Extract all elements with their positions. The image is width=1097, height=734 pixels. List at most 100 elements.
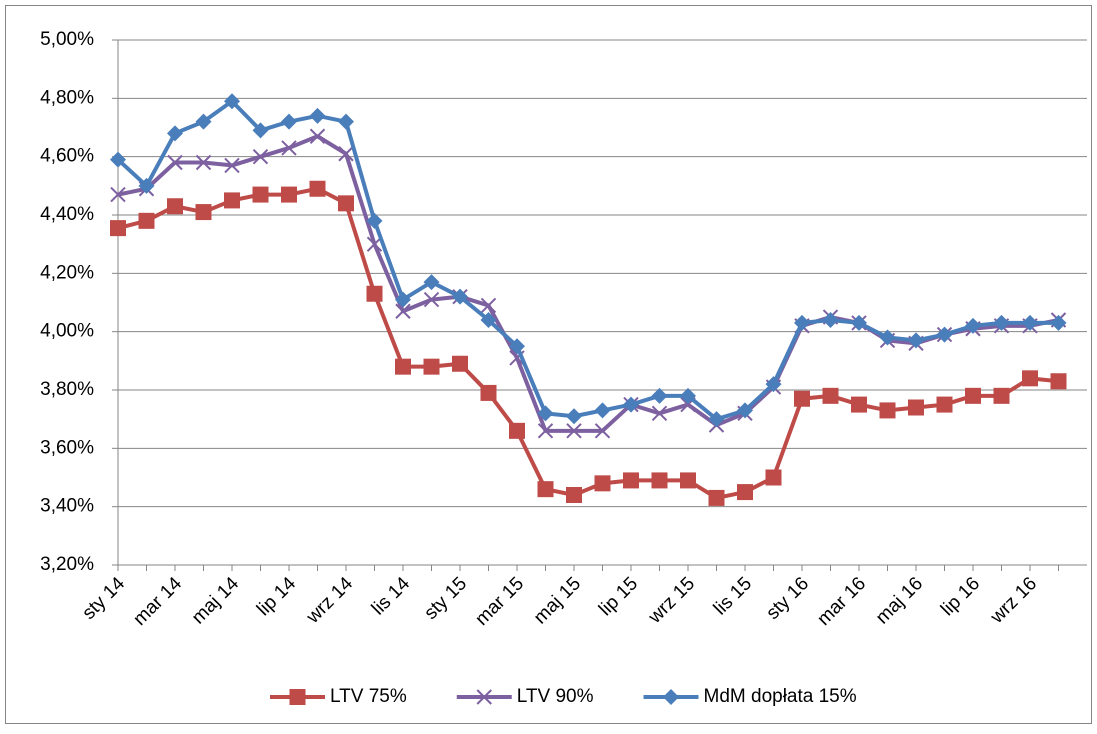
data-point xyxy=(509,422,525,439)
data-point xyxy=(993,387,1010,404)
data-point xyxy=(509,338,525,355)
data-point xyxy=(566,423,582,439)
data-point xyxy=(423,291,440,308)
data-point xyxy=(252,122,269,139)
data-point xyxy=(822,387,839,404)
data-point xyxy=(110,220,126,237)
data-point xyxy=(224,192,240,209)
data-point xyxy=(480,297,497,314)
legend-label: MdM dopłata 15% xyxy=(704,686,857,707)
data-point xyxy=(708,489,725,506)
data-point xyxy=(737,484,753,501)
data-point xyxy=(623,472,639,489)
data-point xyxy=(309,128,326,144)
data-point xyxy=(993,314,1010,331)
y-tick-label: 4,80% xyxy=(40,87,94,108)
data-point xyxy=(452,288,468,305)
data-point xyxy=(423,358,440,375)
data-point xyxy=(908,332,924,349)
data-point xyxy=(395,303,411,319)
data-point xyxy=(338,195,354,212)
data-point xyxy=(366,212,383,229)
data-point xyxy=(338,146,354,162)
data-point xyxy=(195,113,212,130)
data-point xyxy=(594,475,611,492)
y-tick-label: 4,60% xyxy=(40,146,94,167)
data-point xyxy=(480,312,497,328)
data-point xyxy=(651,387,668,404)
data-point xyxy=(395,291,411,308)
data-point xyxy=(537,423,554,439)
data-point xyxy=(594,402,611,419)
y-tick-label: 3,40% xyxy=(40,496,94,517)
legend-marker xyxy=(663,689,679,705)
data-point xyxy=(138,177,155,194)
y-tick-label: 4,40% xyxy=(40,204,94,225)
data-point xyxy=(281,140,297,156)
series-line xyxy=(116,99,1059,422)
data-point xyxy=(879,329,896,346)
data-point xyxy=(680,387,696,404)
data-point xyxy=(794,390,810,407)
y-tick-label: 3,60% xyxy=(40,437,94,458)
data-point xyxy=(423,274,440,291)
data-point xyxy=(1050,314,1067,331)
data-point xyxy=(794,314,810,331)
data-point xyxy=(851,396,867,413)
y-tick-label: 3,80% xyxy=(40,379,94,400)
data-point xyxy=(651,472,668,489)
data-point xyxy=(936,326,953,343)
data-point xyxy=(879,402,896,419)
y-tick-label: 5,00% xyxy=(40,29,94,50)
data-point xyxy=(651,405,668,422)
y-tick-label: 4,00% xyxy=(40,321,94,342)
legend-marker xyxy=(289,689,306,705)
data-point xyxy=(566,487,582,503)
data-point xyxy=(195,204,212,221)
data-point xyxy=(395,358,411,375)
data-point xyxy=(765,469,782,486)
data-point xyxy=(1022,314,1038,331)
data-point xyxy=(252,148,269,165)
y-tick-label: 4,20% xyxy=(40,262,94,283)
data-point xyxy=(138,212,155,229)
data-point xyxy=(822,312,839,328)
data-point xyxy=(366,285,383,302)
data-point xyxy=(195,154,212,171)
data-point xyxy=(908,399,924,416)
data-point xyxy=(965,317,981,334)
data-point xyxy=(452,355,468,372)
series-line xyxy=(117,186,1059,500)
legend-marker xyxy=(476,689,492,705)
data-point xyxy=(765,376,782,393)
data-point xyxy=(224,157,240,174)
data-point xyxy=(110,186,126,203)
data-point xyxy=(281,186,297,203)
data-point xyxy=(309,180,326,197)
data-point xyxy=(936,396,953,413)
data-point xyxy=(623,396,639,413)
series-line xyxy=(117,134,1059,433)
legend-label: LTV 75% xyxy=(330,686,407,707)
data-point xyxy=(594,423,611,439)
data-point xyxy=(309,107,326,124)
data-point xyxy=(110,151,126,168)
data-point xyxy=(338,113,354,130)
data-point xyxy=(281,113,297,130)
data-point xyxy=(965,387,981,404)
data-point xyxy=(737,402,753,419)
y-tick-label: 3,20% xyxy=(40,554,94,575)
data-point xyxy=(708,411,725,428)
data-point xyxy=(680,472,696,489)
data-point xyxy=(167,125,183,142)
data-point xyxy=(252,186,269,203)
data-point xyxy=(480,384,497,401)
data-point xyxy=(1050,373,1067,390)
data-point xyxy=(1022,370,1038,387)
legend-label: LTV 90% xyxy=(517,686,594,707)
chart-frame xyxy=(5,5,1092,724)
data-point xyxy=(537,405,554,422)
data-point xyxy=(224,93,240,110)
